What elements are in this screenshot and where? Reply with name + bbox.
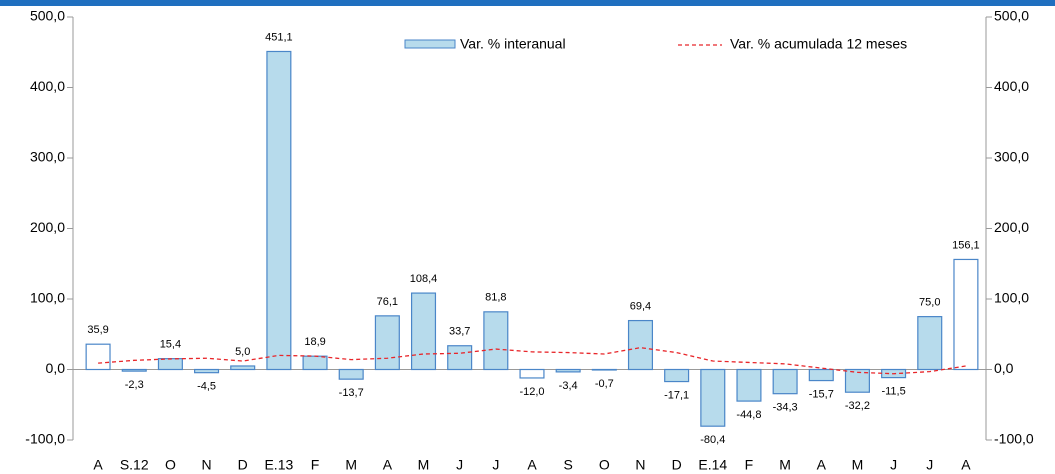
value-label: 108,4 (410, 273, 438, 285)
x-tick-label: F (745, 457, 754, 473)
x-tick-label: E.14 (698, 457, 727, 473)
bar (230, 365, 256, 371)
x-tick-label: S.12 (120, 457, 149, 473)
y2-tick-label: 200,0 (994, 219, 1029, 235)
bar (374, 315, 400, 371)
y2-tick-label: 100,0 (994, 290, 1029, 306)
x-tick-label: J (456, 457, 463, 473)
y2-tick-label: 500,0 (994, 8, 1029, 24)
bar (519, 368, 545, 379)
x-tick-label: M (852, 457, 864, 473)
legend-swatch (404, 39, 456, 49)
y2-tick-label: -100,0 (994, 431, 1034, 447)
bar (844, 368, 870, 393)
x-tick-label: N (201, 457, 211, 473)
bar (627, 319, 654, 371)
value-label: -34,3 (773, 402, 798, 414)
x-tick-label: S (563, 457, 572, 473)
x-tick-label: M (345, 457, 357, 473)
value-label: -17,1 (664, 389, 689, 401)
bar (85, 343, 111, 371)
value-label: -13,7 (339, 387, 364, 399)
x-tick-label: D (672, 457, 682, 473)
bar (808, 368, 834, 382)
value-label: 81,8 (485, 292, 506, 304)
value-label: -0,7 (595, 378, 614, 390)
value-label: -12,0 (519, 386, 544, 398)
value-label: 5,0 (235, 346, 250, 358)
bar (447, 345, 473, 371)
y-tick-label: 300,0 (30, 149, 65, 165)
bar (157, 358, 183, 371)
value-label: 18,9 (304, 336, 325, 348)
value-label: -2,3 (125, 379, 144, 391)
x-tick-label: A (527, 457, 537, 473)
value-label: 75,0 (919, 297, 940, 309)
bar (736, 368, 762, 402)
bar (410, 292, 437, 371)
value-label: 156,1 (952, 239, 980, 251)
value-label: -3,4 (559, 380, 578, 392)
value-label: -15,7 (809, 388, 834, 400)
legend-label: Var. % interanual (460, 36, 566, 52)
x-tick-label: E.13 (264, 457, 293, 473)
legend-label: Var. % acumulada 12 meses (730, 36, 907, 52)
x-tick-label: D (238, 457, 248, 473)
bar (302, 355, 328, 371)
bar (664, 368, 690, 383)
x-tick-label: F (311, 457, 320, 473)
y-tick-label: 100,0 (30, 290, 65, 306)
bar (266, 50, 292, 371)
y2-tick-label: 0,0 (994, 360, 1014, 376)
x-tick-label: N (635, 457, 645, 473)
value-label: 33,7 (449, 326, 470, 338)
bar (338, 368, 364, 380)
x-tick-label: A (383, 457, 393, 473)
line (98, 346, 967, 375)
bar (555, 368, 581, 373)
y-tick-label: 500,0 (30, 8, 65, 24)
value-label: -11,5 (881, 386, 905, 398)
y-tick-label: -100,0 (25, 431, 65, 447)
y2-tick-label: 300,0 (994, 149, 1029, 165)
y2-tick-label: 400,0 (994, 78, 1029, 94)
x-tick-label: A (93, 457, 103, 473)
bar (700, 368, 726, 427)
x-tick-label: M (779, 457, 791, 473)
y-tick-label: 0,0 (46, 360, 66, 376)
value-label: 35,9 (87, 324, 108, 336)
bar (953, 258, 979, 371)
value-label: 15,4 (160, 339, 181, 351)
bar (917, 316, 943, 371)
x-tick-label: A (961, 457, 971, 473)
bar (772, 368, 798, 395)
y-tick-label: 400,0 (30, 78, 65, 94)
value-label: 451,1 (265, 31, 293, 43)
value-label: 76,1 (377, 296, 398, 308)
value-label: -4,5 (197, 381, 216, 393)
bar (483, 311, 509, 371)
x-tick-label: O (165, 457, 176, 473)
value-label: -32,2 (845, 400, 870, 412)
x-tick-label: M (418, 457, 430, 473)
value-label: 69,4 (630, 300, 651, 312)
top-band (0, 0, 1055, 6)
x-tick-label: A (817, 457, 827, 473)
value-label: -80,4 (700, 434, 725, 446)
x-tick-label: J (890, 457, 897, 473)
x-tick-label: O (599, 457, 610, 473)
bar (194, 368, 220, 374)
y-tick-label: 200,0 (30, 219, 65, 235)
bar (121, 368, 147, 372)
x-tick-label: J (492, 457, 499, 473)
value-label: -44,8 (736, 409, 761, 421)
x-tick-label: J (926, 457, 933, 473)
